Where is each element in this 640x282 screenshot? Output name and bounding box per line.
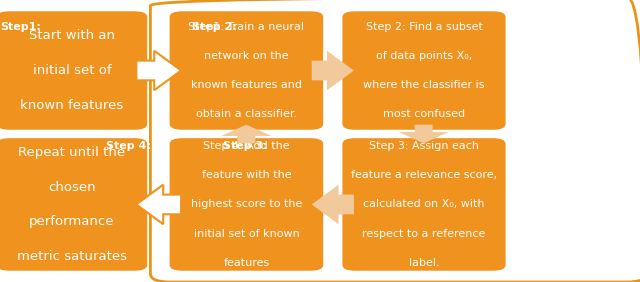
FancyBboxPatch shape [170,11,323,130]
Text: Repeat until the: Repeat until the [19,146,125,159]
FancyBboxPatch shape [342,138,506,271]
Polygon shape [312,185,354,224]
Text: known features and: known features and [191,80,302,90]
Text: obtain a classifier.: obtain a classifier. [196,109,297,120]
FancyBboxPatch shape [170,138,323,271]
Text: known features: known features [20,99,124,112]
Text: performance: performance [29,215,115,228]
Polygon shape [136,185,181,224]
Text: respect to a reference: respect to a reference [362,229,486,239]
Text: feature a relevance score,: feature a relevance score, [351,170,497,180]
Text: Start with an: Start with an [29,29,115,42]
Text: metric saturates: metric saturates [17,250,127,263]
Text: feature with the: feature with the [202,170,291,180]
Polygon shape [312,51,354,90]
Text: Step 3: Assign each: Step 3: Assign each [369,141,479,151]
FancyBboxPatch shape [342,11,506,130]
Text: Step1:: Step1: [0,21,41,32]
Text: Step 2:: Step 2: [192,21,237,32]
Text: initial set of known: initial set of known [193,229,300,239]
Text: network on the: network on the [204,51,289,61]
Text: Step1: Train a neural: Step1: Train a neural [188,21,305,32]
Text: Step 4: Add the: Step 4: Add the [203,141,290,151]
Text: where the classifier is: where the classifier is [364,80,484,90]
FancyBboxPatch shape [0,138,147,271]
Polygon shape [399,125,449,143]
Polygon shape [221,125,271,143]
Text: features: features [223,258,269,268]
Text: most confused: most confused [383,109,465,120]
Text: Step 2: Find a subset: Step 2: Find a subset [365,21,483,32]
Text: of data points Χ₀,: of data points Χ₀, [376,51,472,61]
Text: initial set of: initial set of [33,64,111,77]
FancyBboxPatch shape [0,11,147,130]
Text: highest score to the: highest score to the [191,199,302,210]
Text: chosen: chosen [48,180,96,193]
Polygon shape [136,51,181,90]
Text: calculated on Χ₀, with: calculated on Χ₀, with [364,199,484,210]
Text: Step 4:: Step 4: [106,141,151,151]
Text: Step 3:: Step 3: [223,141,268,151]
Text: label.: label. [409,258,439,268]
